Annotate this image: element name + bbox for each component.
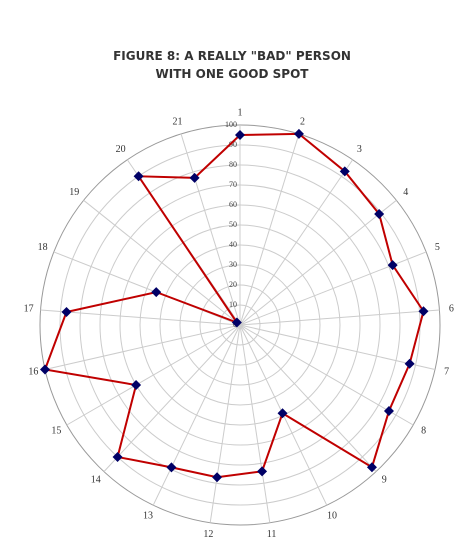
marker [418,306,429,317]
marker [112,451,123,462]
marker [40,364,51,375]
category-label: 17 [24,303,34,314]
category-label: 10 [327,510,337,521]
axis-spoke [83,199,241,326]
y-tick-label: 40 [229,240,237,249]
axis-spoke [239,199,397,326]
chart-title: FIGURE 8: A REALLY "BAD" PERSON [113,49,351,63]
marker [383,406,394,416]
axis-spoke [66,324,241,426]
category-label: 16 [28,366,38,377]
axis-spoke [209,324,241,523]
y-tick-label: 80 [229,160,237,169]
category-label: 1 [238,107,243,118]
chart-title: WITH ONE GOOD SPOT [156,67,310,81]
category-label: 18 [38,242,48,253]
marker [131,380,142,390]
marker [293,128,304,139]
category-label: 5 [435,242,440,253]
y-tick-label: 100 [225,120,237,129]
marker [212,472,223,483]
series-line [43,132,425,479]
y-tick-label: 70 [229,180,237,189]
category-label: 4 [403,187,408,198]
marker [231,317,242,328]
y-tick-label: 10 [229,300,237,309]
axis-spoke [180,133,241,326]
category-label: 20 [116,144,126,155]
axis-spoke [239,324,377,472]
category-label: 14 [91,475,101,486]
category-label: 11 [267,529,277,539]
category-label: 2 [300,117,305,128]
marker [339,166,350,177]
y-tick-label: 60 [229,200,237,209]
axis-spoke [239,251,427,326]
category-label: 8 [421,425,426,436]
axis-spoke [239,324,436,370]
axis-spoke [44,324,241,370]
category-label: 15 [51,425,61,436]
marker [61,306,72,317]
marker [166,462,177,473]
category-label: 9 [382,475,387,486]
axis-spoke [239,309,440,326]
category-label: 19 [69,187,79,198]
marker [189,172,200,183]
category-label: 7 [444,366,449,377]
category-label: 21 [173,117,183,128]
category-label: 6 [449,303,454,314]
axis-spoke [239,324,414,426]
category-label: 3 [357,144,362,155]
marker [366,462,377,473]
marker [151,287,162,298]
axis-spoke [239,159,354,326]
y-tick-label: 20 [229,280,237,289]
marker [257,466,268,477]
category-label: 12 [203,529,213,539]
axis-spoke [239,133,300,326]
marker [133,171,144,182]
y-tick-label: 30 [229,260,237,269]
marker [235,130,245,140]
axis-spoke [239,324,271,523]
category-label: 13 [143,510,153,521]
axis-spoke [40,309,241,326]
y-tick-label: 50 [229,220,237,229]
marker [277,408,288,419]
y-tick-label: 90 [229,140,237,149]
marker [404,358,415,369]
marker [374,209,385,220]
marker [387,260,398,271]
axis-spoke [152,324,241,506]
axis-spoke [103,324,241,472]
